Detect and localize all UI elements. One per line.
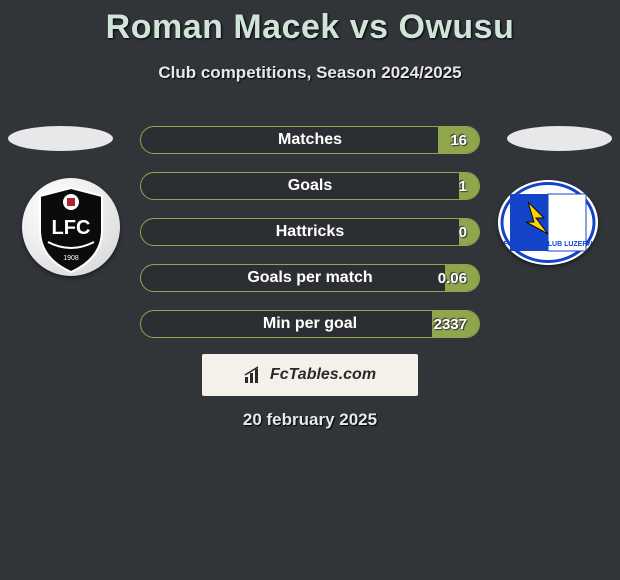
watermark: FcTables.com [202, 354, 418, 396]
stat-value: 0 [459, 224, 467, 241]
stat-label: Hattricks [141, 223, 479, 241]
stat-value: 1 [459, 178, 467, 195]
stat-row-hattricks: Hattricks 0 [140, 218, 480, 246]
stat-label: Min per goal [141, 315, 479, 333]
club-crest-left: LFC 1908 [22, 178, 120, 296]
circle-crest-icon: FUSSBALL CLUB LUZERN [498, 180, 598, 265]
subtitle: Club competitions, Season 2024/2025 [0, 63, 620, 83]
stat-row-goals-per-match: Goals per match 0.06 [140, 264, 480, 292]
stat-label: Goals per match [141, 269, 479, 287]
shield-icon: LFC 1908 [34, 186, 108, 274]
stat-label: Matches [141, 131, 479, 149]
svg-text:FUSSBALL CLUB LUZERN: FUSSBALL CLUB LUZERN [504, 241, 593, 248]
stat-label: Goals [141, 177, 479, 195]
club-crest-right: FUSSBALL CLUB LUZERN [498, 180, 598, 265]
bars-icon [244, 365, 266, 385]
stats-bars: Matches 16 Goals 1 Hattricks 0 Goals per… [140, 126, 480, 356]
player-ellipse-left [8, 126, 113, 151]
stat-row-matches: Matches 16 [140, 126, 480, 154]
svg-text:LFC: LFC [52, 217, 91, 239]
svg-text:1908: 1908 [63, 255, 79, 262]
stat-value: 0.06 [438, 270, 467, 287]
player-ellipse-right [507, 126, 612, 151]
stat-value: 16 [450, 132, 467, 149]
date-text: 20 february 2025 [0, 410, 620, 430]
stat-value: 2337 [434, 316, 467, 333]
watermark-text: FcTables.com [270, 366, 376, 384]
stat-row-goals: Goals 1 [140, 172, 480, 200]
page-title: Roman Macek vs Owusu [0, 0, 620, 47]
stat-row-min-per-goal: Min per goal 2337 [140, 310, 480, 338]
